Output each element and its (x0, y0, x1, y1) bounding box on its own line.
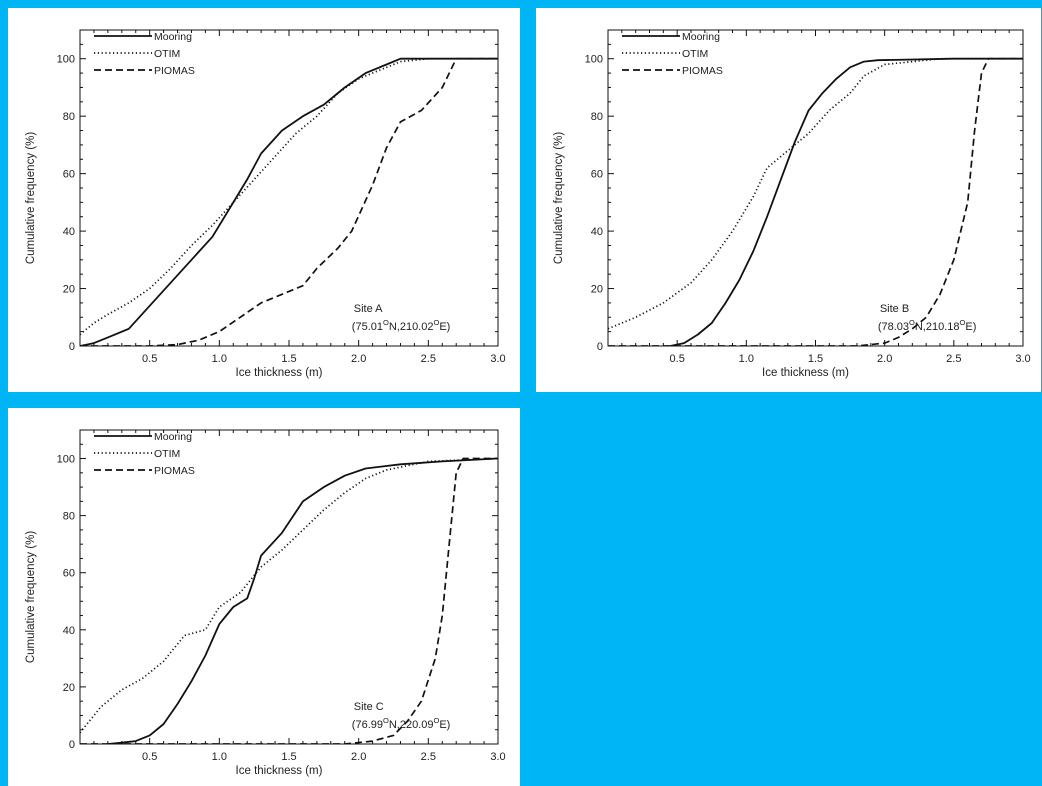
x-tick-label: 1.0 (212, 751, 227, 763)
site-coord-lat: 78.03 (881, 321, 909, 333)
y-tick-label: 20 (63, 284, 75, 296)
series-line-mooring (107, 457, 498, 744)
y-tick-label: 20 (63, 682, 75, 694)
y-axis-label: Cumulative frequency (%) (25, 531, 37, 663)
y-tick-label: 80 (591, 111, 603, 123)
series-line-mooring (80, 57, 498, 346)
x-axis-label: Ice thickness (m) (236, 367, 323, 379)
site-coord-lat_suffix: N, (915, 321, 926, 333)
site-coord-lat_suffix: N, (389, 321, 400, 333)
y-axis-label: Cumulative frequency (%) (25, 132, 37, 264)
legend-label-piomas: PIOMAS (154, 465, 195, 477)
site-coord-unit: O (909, 318, 915, 327)
series-line-mooring (670, 57, 1023, 346)
site-coord-lon_suffix: E (439, 321, 446, 333)
legend-label-otim: OTIM (682, 48, 708, 60)
site-coord-close: ) (973, 321, 977, 333)
y-tick-label: 60 (591, 169, 603, 181)
y-tick-label: 20 (591, 284, 603, 296)
y-tick-label: 0 (69, 341, 75, 353)
x-tick-label: 3.0 (1015, 353, 1030, 365)
site-coord-unit: O (383, 716, 389, 725)
x-tick-label: 2.0 (877, 353, 892, 365)
y-tick-label: 0 (597, 341, 603, 353)
y-tick-label: 40 (591, 226, 603, 238)
plot-frame (79, 429, 499, 745)
x-tick-label: 0.5 (670, 353, 685, 365)
legend-label-mooring: Mooring (154, 431, 192, 443)
y-tick-label: 80 (63, 511, 75, 523)
site-coord-lat_suffix: N, (389, 719, 400, 731)
site-coord-open: ( (352, 719, 356, 731)
x-tick-label: 1.5 (281, 751, 296, 763)
chart-panel-site-c: 0.5 1.0 1.5 2.0 2.5 3.0 0 20 40 60 80 100 Ice thickn… (8, 408, 520, 786)
site-coord-close: ) (447, 321, 451, 333)
x-tick-label: 2.0 (351, 353, 366, 365)
y-tick-label: 60 (63, 568, 75, 580)
x-tick-label: 2.5 (421, 353, 436, 365)
site-coordinates-label: (78.03ON,210.18OE) (878, 318, 977, 333)
legend-label-piomas: PIOMAS (154, 65, 195, 77)
x-tick-label: 1.5 (808, 353, 823, 365)
y-tick-label: 60 (63, 169, 75, 181)
legend-label-otim: OTIM (154, 48, 180, 60)
site-name-label: Site C (354, 701, 384, 713)
site-coordinates-label: (75.01ON,210.02OE) (352, 318, 451, 333)
x-tick-label: 1.5 (281, 353, 296, 365)
site-coord-unit: O (383, 318, 389, 327)
site-coord-lon: 220.09 (400, 719, 434, 731)
x-tick-label: 2.0 (351, 751, 366, 763)
site-coord-lon_suffix: E (439, 719, 446, 731)
x-axis-label: Ice thickness (m) (236, 765, 323, 777)
series-line-otim (80, 57, 498, 336)
site-coord-unit: O (433, 716, 439, 725)
site-coord-unit: O (433, 318, 439, 327)
x-tick-label: 3.0 (490, 353, 505, 365)
x-tick-label: 2.5 (946, 353, 961, 365)
series-line-piomas (608, 57, 1023, 346)
site-name-label: Site A (354, 303, 383, 315)
site-coord-lat: 76.99 (355, 719, 383, 731)
x-tick-label: 0.5 (142, 353, 157, 365)
chart-svg-site-a: 0.5 1.0 1.5 2.0 2.5 3.0 0 20 40 60 80 100 Ice thickn… (25, 29, 506, 379)
legend-label-piomas: PIOMAS (682, 65, 723, 77)
site-coord-unit: O (960, 318, 966, 327)
legend-label-mooring: Mooring (682, 31, 720, 43)
chart-panel-site-a: 0.5 1.0 1.5 2.0 2.5 3.0 0 20 40 60 80 100 Ice thickn… (8, 8, 520, 392)
site-coord-open: ( (352, 321, 356, 333)
legend-label-mooring: Mooring (154, 31, 192, 43)
site-coord-open: ( (878, 321, 882, 333)
site-coord-lon: 210.18 (926, 321, 960, 333)
chart-svg-site-c: 0.5 1.0 1.5 2.0 2.5 3.0 0 20 40 60 80 100 Ice thickn… (25, 429, 506, 777)
site-name-label: Site B (880, 303, 909, 315)
series-line-piomas (80, 57, 498, 346)
series-line-otim (608, 57, 1023, 330)
y-tick-label: 80 (63, 111, 75, 123)
site-coord-lon: 210.02 (400, 321, 434, 333)
site-coord-lon_suffix: E (965, 321, 972, 333)
plot-frame (79, 29, 499, 347)
y-tick-label: 100 (585, 54, 603, 66)
x-tick-label: 1.0 (739, 353, 754, 365)
x-axis-label: Ice thickness (m) (762, 367, 849, 379)
x-tick-label: 2.5 (421, 751, 436, 763)
y-tick-label: 40 (63, 625, 75, 637)
x-tick-label: 1.0 (212, 353, 227, 365)
series-line-piomas (80, 457, 498, 744)
legend-label-otim: OTIM (154, 448, 180, 460)
y-tick-label: 40 (63, 226, 75, 238)
x-tick-label: 3.0 (490, 751, 505, 763)
site-coord-lat: 75.01 (355, 321, 383, 333)
chart-svg-site-b: 0.5 1.0 1.5 2.0 2.5 3.0 0 20 40 60 80 100 Ice thickn… (553, 29, 1031, 379)
site-coordinates-label: (76.99ON,220.09OE) (352, 716, 451, 731)
y-axis-label: Cumulative frequency (%) (553, 132, 565, 264)
y-tick-label: 0 (69, 739, 75, 751)
site-coord-close: ) (447, 719, 451, 731)
y-tick-label: 100 (57, 54, 75, 66)
series-line-otim (80, 457, 498, 734)
y-tick-label: 100 (57, 454, 75, 466)
x-tick-label: 0.5 (142, 751, 157, 763)
chart-panel-site-b: 0.5 1.0 1.5 2.0 2.5 3.0 0 20 40 60 80 100 Ice thickn… (536, 8, 1041, 392)
